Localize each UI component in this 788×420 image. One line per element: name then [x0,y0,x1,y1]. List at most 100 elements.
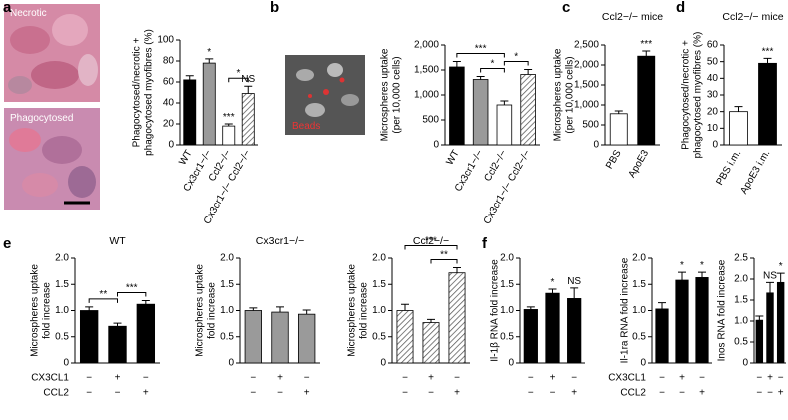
error-bar [766,281,774,293]
x-row-sign: − [659,388,665,399]
y-tick-label: 1.0 [632,305,646,316]
y-tick-label: 500 [422,115,439,126]
y-axis-label: Il-1ra RNA fold increase [620,257,631,363]
chart-title: Ccl2−/− mice [722,11,783,23]
x-tick-label: Cx3cr1−/− Ccl2−/− [482,148,533,226]
y-tick-label: 40 [707,73,719,84]
y-axis-label: Microspheres uptake [347,264,358,357]
x-row-sign: + [428,373,434,384]
y-tick-label: 500 [582,120,599,131]
y-tick-label: 20 [163,119,175,130]
x-row-sign: − [402,373,408,384]
x-row-sign: − [699,373,705,384]
y-tick-label: 2.0 [220,253,234,264]
y-tick-label: 0 [228,358,234,369]
significance-label: NS [567,276,581,287]
y-axis-label: Inos RNA fold increase [717,259,728,361]
error-bar [85,306,94,311]
x-row-sign: + [304,388,310,399]
significance-label: * [700,260,704,271]
x-row-sign: + [454,388,460,399]
y-tick-label: 0.5 [372,331,386,342]
significance-label: *** [475,44,487,55]
bar [449,66,465,146]
bar [655,308,669,364]
panel-letter: b [270,0,279,16]
y-tick-label: 0 [742,358,748,369]
error-bar [205,58,214,64]
y-tick-label: 2,500 [574,40,599,51]
x-row-sign: + [571,388,577,399]
bar [472,79,489,146]
y-tick-label: 1,000 [574,100,599,111]
significance-label: * [491,59,495,70]
bar [776,281,785,364]
histology-phagocytosed: Phagocytosed [4,108,100,210]
y-tick-label: 0 [593,140,599,151]
x-row-sign: − [767,388,773,399]
x-row-sign: − [528,373,534,384]
x-row-name: CCL2 [43,388,69,399]
error-bar [113,322,122,327]
error-bar [401,303,409,311]
chart-title: Ccl2−/− [413,235,449,247]
y-axis-label: Microspheres uptake [195,264,206,357]
bar [758,62,777,146]
error-bar [524,69,533,75]
y-tick-label: 0.5 [500,331,514,342]
histology-necrotic: Necrotic [4,4,100,102]
x-row-sign: + [115,373,121,384]
y-axis-label: Phagocytosed/necrotic + [132,37,143,147]
error-bar [734,106,743,112]
significance-label: *** [762,46,774,57]
bar [545,292,560,364]
error-bar [526,306,535,310]
y-tick-label: 40 [163,98,175,109]
significance-label: * [680,260,684,271]
bar [729,111,748,146]
y-tick-label: 0.5 [55,331,69,342]
x-row-sign: + [679,373,685,384]
bar [297,313,316,364]
bar [567,298,582,364]
x-row-sign: − [756,388,762,399]
significance-label: *** [223,112,235,123]
y-tick-label: 1.0 [55,305,69,316]
y-tick-label: 1.0 [372,305,386,316]
x-row-sign: − [428,388,434,399]
x-row-sign: − [402,388,408,399]
significance-label: *** [640,39,652,50]
x-row-sign: − [86,373,92,384]
x-row-sign: + [143,388,149,399]
y-tick-label: 2.5 [734,253,748,264]
error-bar [763,57,772,64]
panel-letter: d [676,0,685,16]
y-tick-label: 1.0 [734,316,748,327]
x-row-name: CX3CL1 [31,373,69,384]
bar [108,325,127,364]
error-bar [276,306,284,313]
significance-label: * [237,68,241,79]
bar [695,277,709,364]
error-bar [476,76,485,80]
bar [523,309,538,364]
y-tick-label: 1.0 [500,305,514,316]
bar [766,292,774,364]
y-axis-label: fold increase [207,282,218,339]
y-tick-label: 0 [380,358,386,369]
error-bar [755,315,764,321]
error-bar [185,75,194,80]
y-tick-label: 100 [157,35,174,46]
bar [609,113,628,146]
error-bar [678,271,686,281]
y-tick-label: 1.5 [734,295,748,306]
y-tick-label: 80 [163,56,175,67]
bar [396,310,414,364]
y-tick-label: 0 [712,140,718,151]
y-tick-label: 50 [707,56,719,67]
y-tick-label: 10 [707,123,719,134]
y-axis-label: Phagocytosed/necrotic + [681,40,692,150]
y-tick-label: 1.0 [220,305,234,316]
significance-bracket [404,244,458,250]
